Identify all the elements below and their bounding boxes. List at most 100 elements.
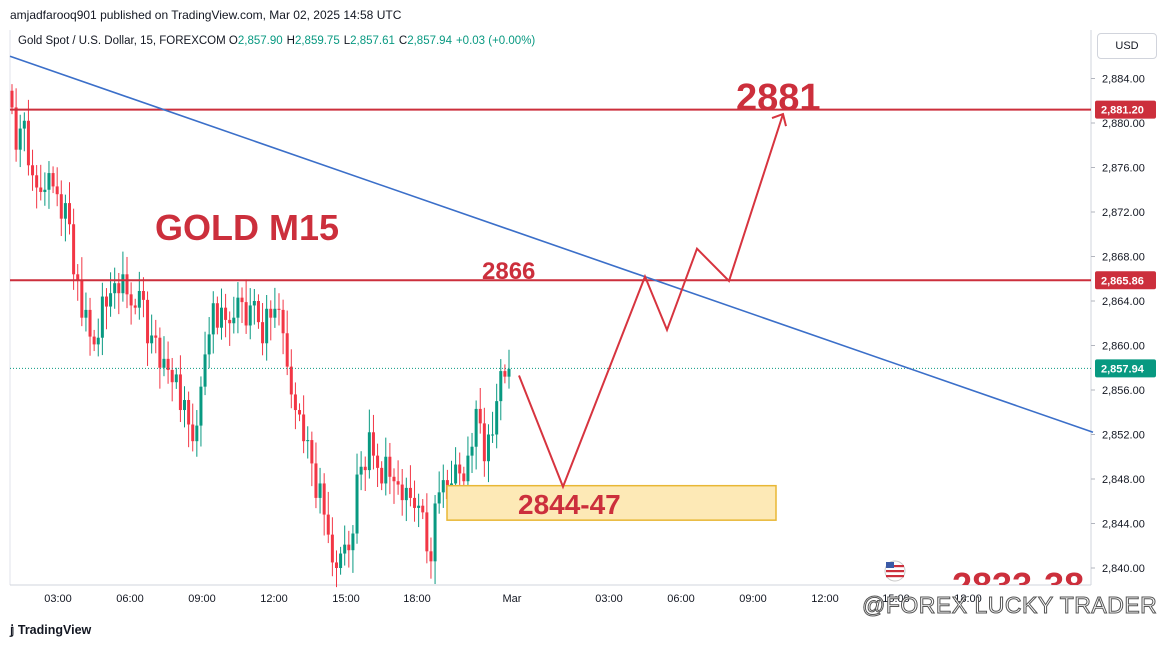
candle-body bbox=[285, 333, 289, 367]
candle-body bbox=[219, 307, 223, 328]
y-tick-label: 2,876.00 bbox=[1102, 163, 1145, 175]
candle-body bbox=[248, 305, 252, 326]
candle-body bbox=[51, 173, 55, 187]
x-tick-label: 18:00 bbox=[954, 593, 982, 605]
candle-body bbox=[363, 466, 367, 471]
price-tag bbox=[1095, 271, 1156, 290]
candle-body bbox=[133, 305, 137, 308]
candle-body bbox=[400, 484, 404, 501]
tradingview-footer: 𝕛 TradingView bbox=[10, 622, 91, 637]
candle-body bbox=[174, 374, 178, 383]
candle-body bbox=[486, 434, 490, 462]
candle-body bbox=[421, 505, 425, 513]
candle-body bbox=[277, 308, 281, 310]
x-tick-label: 06:00 bbox=[116, 593, 144, 605]
candle-body bbox=[425, 512, 429, 552]
price-tag-label: 2,865.86 bbox=[1101, 275, 1144, 287]
candle-body bbox=[470, 446, 474, 456]
descending-trendline bbox=[9, 55, 1094, 434]
candle-body bbox=[207, 334, 211, 355]
candle-body bbox=[367, 432, 371, 471]
candle-body bbox=[215, 303, 219, 328]
ohlc-label: L bbox=[343, 35, 351, 47]
x-tick-label: 03:00 bbox=[44, 593, 72, 605]
annotation-2881: 2881 bbox=[736, 77, 821, 119]
candle-body bbox=[183, 400, 187, 411]
candle-body bbox=[462, 473, 466, 482]
ohlc-item: +0.03 (+0.00%) bbox=[456, 35, 539, 47]
candle-body bbox=[10, 90, 14, 108]
candle-body bbox=[129, 294, 133, 306]
y-tick-label: 2,844.00 bbox=[1102, 519, 1145, 531]
candle-body bbox=[314, 463, 318, 498]
annotation-partial: 2833-38 bbox=[952, 565, 1084, 606]
candle-body bbox=[433, 503, 437, 562]
ohlc-item: H2,859.75 bbox=[287, 35, 344, 47]
y-tick-label: 2,852.00 bbox=[1102, 430, 1145, 442]
candle-body bbox=[228, 319, 232, 324]
candle-body bbox=[334, 562, 338, 568]
candle-body bbox=[63, 203, 67, 219]
candle-body bbox=[339, 553, 343, 568]
candle-body bbox=[408, 487, 412, 498]
candle-body bbox=[252, 301, 256, 306]
candle-body bbox=[240, 297, 244, 303]
candle-body bbox=[92, 336, 96, 345]
candle-body bbox=[310, 440, 314, 464]
x-tick-label: 03:00 bbox=[595, 593, 623, 605]
candle-body bbox=[441, 480, 445, 493]
candle-body bbox=[458, 464, 462, 474]
candle-body bbox=[478, 408, 482, 424]
y-tick-label: 2,840.00 bbox=[1102, 563, 1145, 575]
brand-name: TradingView bbox=[17, 623, 92, 637]
arrow-head bbox=[771, 112, 787, 127]
flag-stripe bbox=[886, 570, 904, 573]
projection-path bbox=[518, 113, 784, 490]
ohlc-label: C bbox=[398, 35, 408, 47]
annotation-zone: 2844-47 bbox=[518, 489, 621, 520]
candle-body bbox=[59, 194, 63, 219]
candle-body bbox=[499, 371, 503, 402]
y-tick-label: 2,864.00 bbox=[1102, 296, 1145, 308]
candle-body bbox=[256, 301, 260, 323]
candle-body bbox=[76, 274, 80, 280]
candle-body bbox=[113, 283, 117, 294]
ohlc-value: 2,857.61 bbox=[350, 35, 395, 47]
candle-body bbox=[104, 296, 108, 307]
x-tick-label: 06:00 bbox=[667, 593, 695, 605]
tradingview-logo-icon: 𝕛 bbox=[10, 623, 15, 637]
candle-body bbox=[80, 279, 84, 318]
x-tick-label: 15:00 bbox=[882, 593, 910, 605]
candle-body bbox=[236, 297, 240, 318]
candle-body bbox=[417, 505, 421, 508]
candle-body bbox=[322, 483, 326, 515]
y-tick-label: 2,872.00 bbox=[1102, 207, 1145, 219]
price-tag bbox=[1095, 100, 1156, 119]
candle-body bbox=[211, 303, 215, 335]
candle-body bbox=[170, 369, 174, 383]
candle-body bbox=[507, 368, 511, 377]
candle-body bbox=[141, 290, 145, 300]
candle-body bbox=[158, 337, 162, 368]
us-flag-icon bbox=[884, 560, 906, 582]
candle-body bbox=[413, 497, 417, 508]
candle-body bbox=[474, 408, 478, 447]
candle-body bbox=[454, 464, 458, 484]
candle-body bbox=[55, 186, 59, 195]
x-tick-label: 18:00 bbox=[403, 593, 431, 605]
currency-selector[interactable]: USD bbox=[1097, 33, 1157, 59]
y-tick-label: 2,868.00 bbox=[1102, 252, 1145, 264]
candle-body bbox=[146, 299, 150, 344]
candle-body bbox=[100, 296, 104, 338]
candle-body bbox=[302, 414, 306, 442]
candle-body bbox=[384, 456, 388, 484]
ohlc-item: C2,857.94 bbox=[399, 35, 456, 47]
y-tick-label: 2,856.00 bbox=[1102, 385, 1145, 397]
candle-body bbox=[343, 544, 347, 554]
candle-body bbox=[191, 424, 195, 442]
candle-body bbox=[326, 514, 330, 535]
candle-body bbox=[224, 307, 228, 320]
candle-body bbox=[195, 425, 199, 442]
candle-body bbox=[380, 467, 384, 484]
